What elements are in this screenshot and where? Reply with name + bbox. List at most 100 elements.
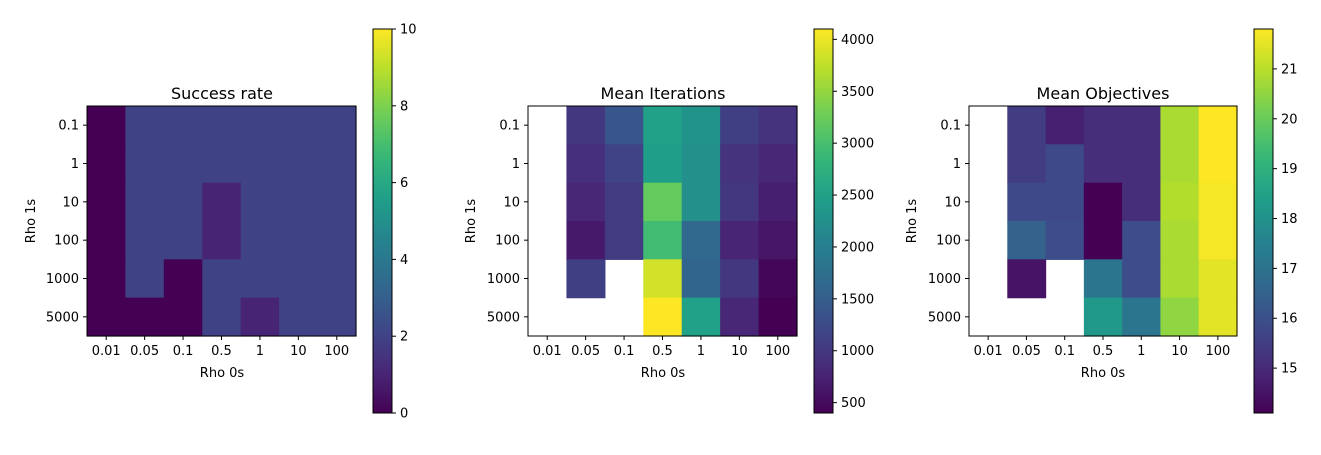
x-tick-label: 1 [256, 344, 264, 359]
chart-title: Mean Objectives [1037, 84, 1170, 103]
x-tick-label: 10 [290, 344, 307, 359]
heatmap-cell [604, 221, 644, 260]
y-tick-label: 0.1 [940, 119, 961, 134]
x-tick-label: 0.1 [173, 344, 194, 359]
heatmap-cell [758, 259, 798, 299]
heatmap-cell [758, 144, 798, 184]
y-tick-label: 1 [71, 157, 79, 172]
heatmap-cell [125, 221, 165, 260]
heatmap-cell [125, 106, 165, 145]
heatmap-cell [240, 297, 280, 337]
heatmap-cell [720, 221, 760, 260]
x-tick-label: 1 [697, 344, 705, 359]
y-tick-label: 1 [953, 157, 961, 172]
heatmap-cell [279, 106, 319, 145]
heatmap-cell [1160, 259, 1200, 299]
heatmap-cell [758, 221, 798, 260]
y-axis-label: Rho 1s [464, 199, 479, 244]
x-tick-label: 100 [1205, 344, 1230, 359]
heatmap-cell [1198, 259, 1238, 299]
x-tick-label: 0.5 [211, 344, 232, 359]
colorbar-tick-label: 4 [400, 253, 408, 268]
heatmap-cell [1083, 259, 1123, 299]
heatmap-cell [643, 221, 683, 260]
heatmap-cell [1045, 182, 1085, 222]
heatmap-cell [87, 144, 127, 184]
heatmap-panel-mean-iterations: Mean Iterations Rho 0s Rho 1s 0.01 0.05 0.… [464, 28, 874, 414]
heatmap-cell [163, 221, 203, 260]
heatmap-cell [240, 182, 280, 222]
x-tick-label: 0.01 [92, 344, 121, 359]
heatmap-cell [643, 297, 683, 337]
x-tick-label: 100 [765, 344, 790, 359]
heatmap-cell [163, 182, 203, 222]
x-tick-label: 0.01 [533, 344, 562, 359]
heatmap-cell [317, 259, 357, 299]
heatmap-panel-mean-objectives: Mean Objectives Rho 0s Rho 1s 0.01 0.05 0.… [905, 28, 1298, 414]
heatmap-cell [1198, 297, 1238, 337]
heatmap-cell [758, 182, 798, 222]
heatmap-cell [279, 259, 319, 299]
y-tick-label: 100 [936, 234, 961, 249]
x-tick-label: 0.1 [1054, 344, 1075, 359]
heatmap-cell [643, 182, 683, 222]
colorbar-tick-label: 2 [400, 330, 408, 345]
colorbar-tick-label: 4000 [841, 33, 874, 48]
colorbar-tick-label: 3000 [841, 137, 874, 152]
heatmap-cell [720, 106, 760, 145]
heatmap-cell [1122, 106, 1162, 145]
heatmap-cell [604, 144, 644, 184]
heatmap-cell [163, 144, 203, 184]
y-tick-label: 10 [62, 195, 79, 210]
heatmap-cell [240, 221, 280, 260]
heatmap-cell [1007, 259, 1047, 299]
heatmap-cell [604, 106, 644, 145]
heatmap-cell [1160, 182, 1200, 222]
colorbar [1253, 28, 1274, 414]
heatmap-cell [317, 221, 357, 260]
colorbar-tick-label: 1500 [841, 292, 874, 307]
x-tick-label: 0.05 [130, 344, 159, 359]
heatmap-cell [317, 297, 357, 337]
heatmap-cell [279, 144, 319, 184]
heatmap-cell [1045, 106, 1085, 145]
heatmap-cell [87, 106, 127, 145]
chart-title: Success rate [171, 84, 273, 103]
heatmap-cell [1083, 182, 1123, 222]
heatmap-cell [163, 297, 203, 337]
heatmap-cell [681, 221, 721, 260]
heatmap-cell [720, 144, 760, 184]
heatmap-cell [758, 106, 798, 145]
heatmap-cell [279, 182, 319, 222]
colorbar-tick-label: 19 [1281, 162, 1298, 177]
colorbar-tick-label: 18 [1281, 212, 1298, 227]
colorbar-tick-label: 16 [1281, 312, 1298, 327]
x-tick-label: 10 [731, 344, 748, 359]
colorbar [813, 28, 834, 414]
y-tick-label: 5000 [928, 310, 961, 325]
heatmap-cell [566, 144, 606, 184]
x-tick-label: 0.1 [614, 344, 635, 359]
colorbar [372, 28, 393, 414]
heatmap-cell [1007, 182, 1047, 222]
heatmap-cell [720, 182, 760, 222]
heatmap-cell [643, 259, 683, 299]
heatmap-cell [681, 182, 721, 222]
heatmap-cell [1122, 144, 1162, 184]
heatmap-cell [1198, 106, 1238, 145]
heatmap-cell [681, 259, 721, 299]
heatmap-cell [758, 297, 798, 337]
x-axis-label: Rho 0s [200, 366, 245, 381]
colorbar-tick-label: 8 [400, 99, 408, 114]
heatmap-cell [1160, 221, 1200, 260]
x-tick-label: 0.5 [1093, 344, 1114, 359]
colorbar-tick-label: 0 [400, 407, 408, 422]
heatmap-cell [1122, 297, 1162, 337]
heatmap-cell [566, 106, 606, 145]
heatmap-cell [643, 106, 683, 145]
heatmap-cell [1045, 144, 1085, 184]
heatmap-cell [87, 182, 127, 222]
colorbar-tick-label: 10 [400, 23, 417, 38]
x-axis-label: Rho 0s [1081, 366, 1126, 381]
